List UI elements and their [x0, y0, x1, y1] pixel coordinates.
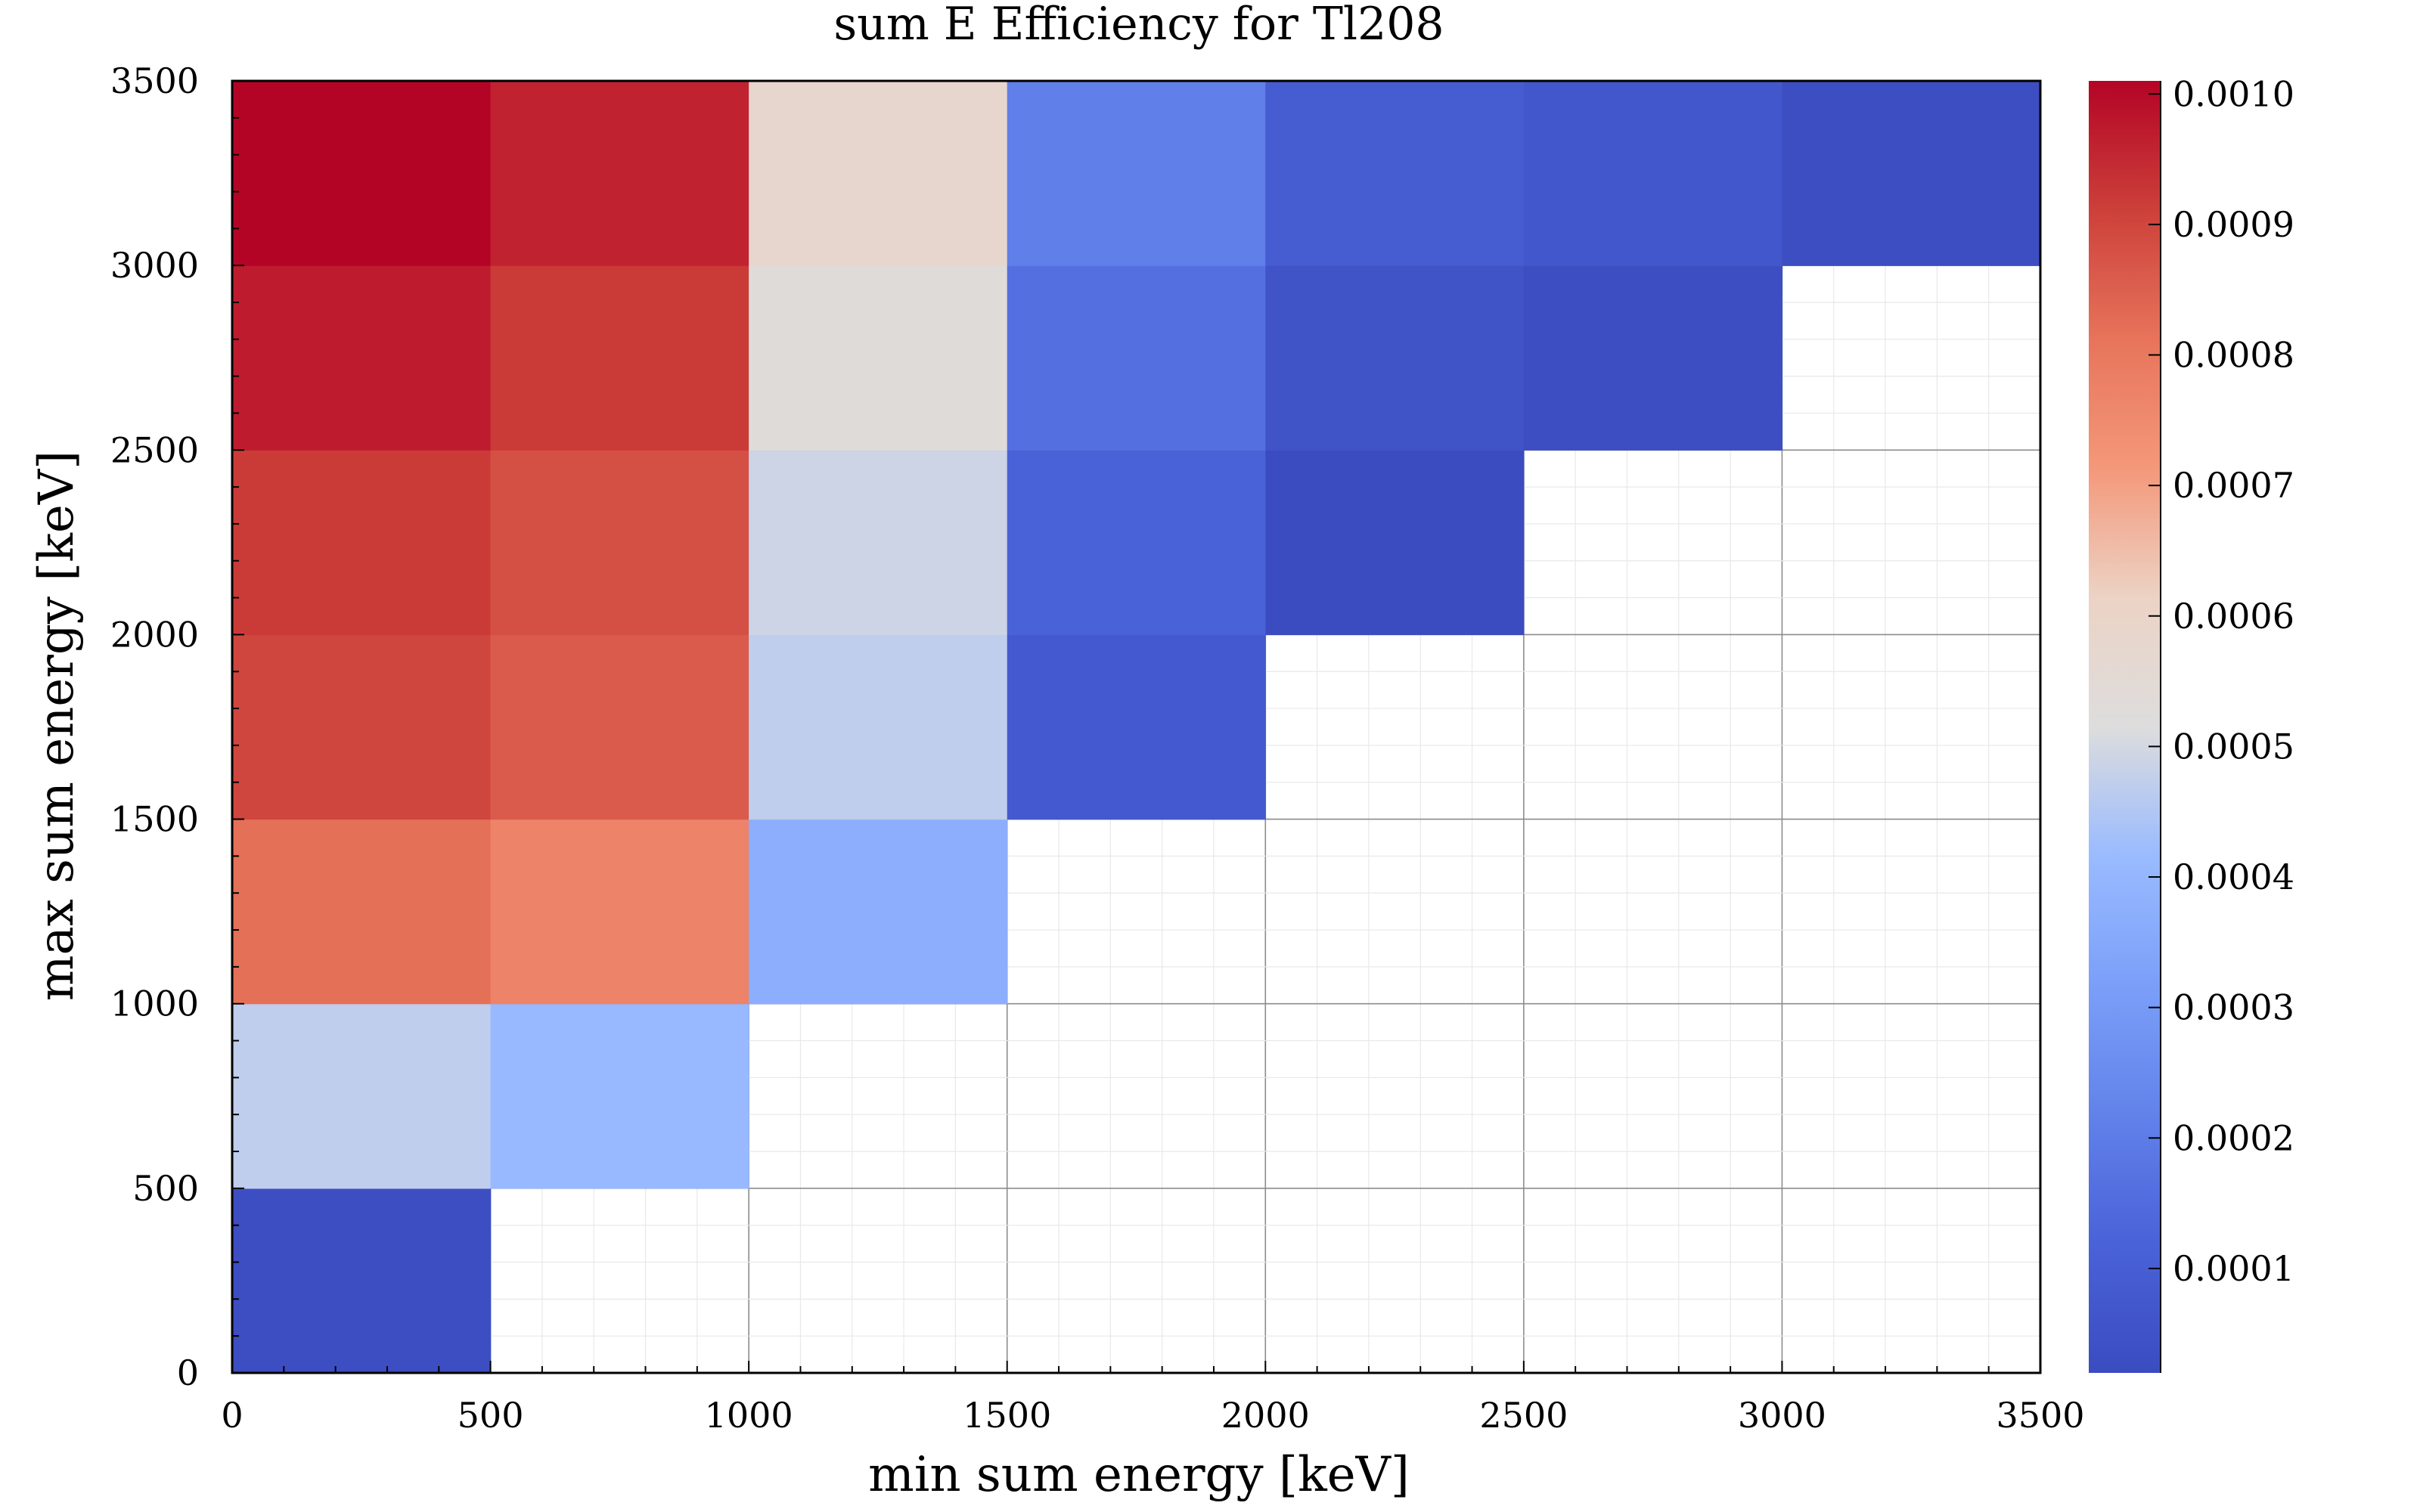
colorbar-tick-label: 0.0007 — [2173, 465, 2294, 506]
y-axis-label: max sum energy [keV] — [29, 451, 85, 1001]
heatmap-cell — [1265, 450, 1525, 636]
x-tick-label: 500 — [458, 1395, 524, 1436]
colorbar-tick-label: 0.0008 — [2173, 335, 2294, 376]
y-tick-label: 1500 — [110, 799, 199, 840]
heatmap-cell — [232, 634, 492, 820]
heatmap-cell — [1007, 265, 1266, 451]
colorbar-tick-label: 0.0009 — [2173, 204, 2294, 245]
y-tick-label: 2500 — [110, 429, 199, 470]
y-tick-label: 500 — [132, 1168, 199, 1209]
heatmap-cell — [1265, 81, 1525, 266]
heatmap-cell — [749, 265, 1008, 451]
colorbar: 0.0001 0.0002 0.0003 0.0004 0.0005 0.0006 0.00… — [2089, 73, 2294, 1373]
heatmap-cell — [1782, 81, 2041, 266]
heatmap-cell — [1007, 450, 1266, 636]
x-tick-label: 1500 — [963, 1395, 1051, 1436]
heatmap-cell — [490, 81, 749, 266]
heatmap-cell — [232, 1003, 492, 1189]
heatmap-cell — [749, 819, 1008, 1005]
axis-ticks — [231, 80, 2041, 1374]
heatmap-cell — [749, 81, 1008, 266]
x-tick-label: 0 — [221, 1395, 243, 1436]
colorbar-tick-label: 0.0001 — [2173, 1248, 2294, 1289]
colorbar-ticks: 0.0001 0.0002 0.0003 0.0004 0.0005 0.0006 0.00… — [2149, 73, 2294, 1373]
y-tick-label: 2000 — [110, 614, 199, 655]
x-tick-label: 2500 — [1479, 1395, 1568, 1436]
heatmap-cell — [232, 81, 492, 266]
heatmap-cell — [1523, 81, 1783, 266]
x-axis-label: min sum energy [keV] — [868, 1447, 1410, 1503]
colorbar-tick-label: 0.0002 — [2173, 1117, 2294, 1158]
x-tick-label: 2000 — [1221, 1395, 1310, 1436]
heatmap-cell — [232, 265, 492, 451]
colorbar-tick-label: 0.0003 — [2173, 987, 2294, 1028]
colorbar-tick-label: 0.0006 — [2173, 596, 2294, 637]
heatmap-cell — [490, 265, 749, 451]
axis-tick-labels: 0 500 1000 1500 2000 2500 3000 3500 0 500 1000 1500… — [110, 60, 2085, 1436]
heatmap-cell — [749, 450, 1008, 636]
y-tick-label: 0 — [177, 1352, 199, 1393]
plot-frame — [231, 79, 2042, 1374]
heatmap-cell — [232, 450, 492, 636]
heatmap-cell — [1523, 265, 1783, 451]
colorbar-tick-label: 0.0010 — [2173, 73, 2294, 114]
x-tick-label: 1000 — [705, 1395, 793, 1436]
heatmap-cell — [490, 819, 749, 1005]
heatmap-cell — [490, 450, 749, 636]
colorbar-tick-label: 0.0005 — [2173, 726, 2294, 767]
y-tick-label: 3500 — [110, 60, 199, 101]
colorbar-tick-label: 0.0004 — [2173, 857, 2294, 897]
heatmap-cell — [232, 1188, 492, 1374]
heatmap-cell — [1007, 81, 1266, 266]
chart-title: sum E Efficiency for Tl208 — [833, 0, 1444, 51]
colorbar-gradient — [2089, 81, 2161, 1373]
y-tick-label: 3000 — [110, 245, 199, 286]
heatmap-cell — [1265, 265, 1525, 451]
heatmap-cell — [1007, 634, 1266, 820]
x-tick-label: 3500 — [1996, 1395, 2084, 1436]
heatmap-cells — [232, 81, 2041, 1374]
x-tick-label: 3000 — [1738, 1395, 1826, 1436]
heatmap-cell — [490, 1003, 749, 1189]
heatmap-cell — [749, 634, 1008, 820]
heatmap-cell — [490, 634, 749, 820]
y-tick-label: 1000 — [110, 984, 199, 1024]
heatmap-cell — [232, 819, 492, 1005]
